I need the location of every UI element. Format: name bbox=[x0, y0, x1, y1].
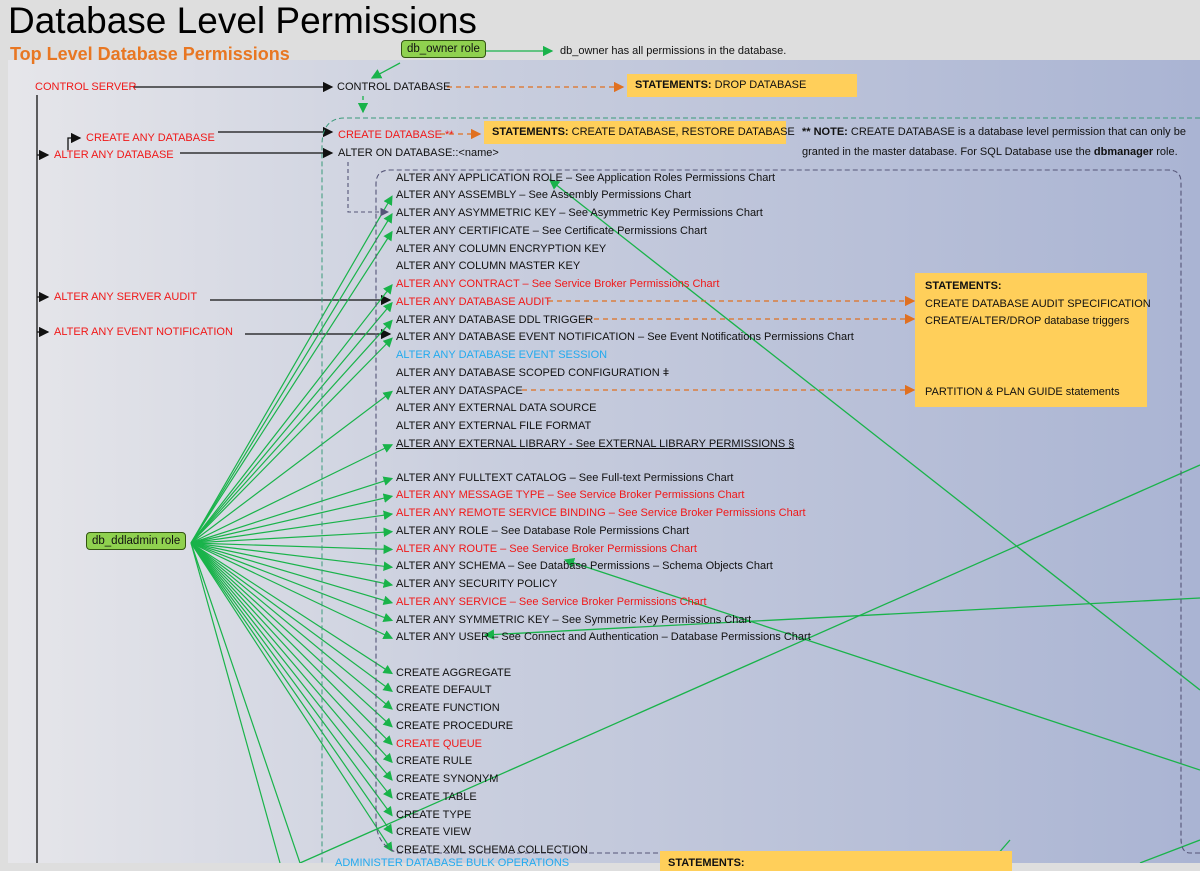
control-database-scope bbox=[321, 117, 1200, 863]
ddladmin-arrow bbox=[190, 493, 394, 544]
alter-any-database: ALTER ANY DATABASE bbox=[54, 149, 174, 161]
permission-item: ALTER ANY SYMMETRIC KEY – See Symmetric … bbox=[396, 613, 752, 626]
permission-item: CREATE QUEUE bbox=[396, 737, 482, 750]
permission-item: ALTER ANY CONTRACT – See Service Broker … bbox=[396, 278, 720, 290]
section-title: Top Level Database Permissions bbox=[10, 44, 290, 64]
permission-item: CREATE TABLE bbox=[396, 790, 477, 803]
note-line-1: ** NOTE: CREATE DATABASE is a database l… bbox=[802, 126, 1186, 138]
permission-item: ALTER ANY EXTERNAL LIBRARY - See EXTERNA… bbox=[396, 437, 795, 450]
ddladmin-arrow bbox=[190, 542, 393, 835]
create-any-database: CREATE ANY DATABASE bbox=[86, 132, 215, 144]
ddladmin-arrow bbox=[190, 542, 394, 622]
ddladmin-arrow bbox=[190, 319, 393, 544]
ddladmin-arrow bbox=[190, 542, 393, 853]
ddladmin-arrow bbox=[190, 212, 393, 544]
ddladmin-arrow bbox=[190, 301, 393, 544]
ddladmin-arrow bbox=[190, 542, 394, 572]
db-owner-note: db_owner has all permissions in the data… bbox=[560, 45, 787, 57]
alter-any-event-notification: ALTER ANY EVENT NOTIFICATION bbox=[54, 326, 233, 338]
statements-create-box: STATEMENTS: CREATE DATABASE, RESTORE DAT… bbox=[484, 121, 795, 144]
ddladmin-arrow bbox=[190, 542, 281, 863]
ddladmin-arrow bbox=[190, 542, 393, 799]
permission-item: CREATE FUNCTION bbox=[396, 702, 500, 714]
alter-on-database: ALTER ON DATABASE::<name> bbox=[338, 147, 499, 159]
page-title: Database Level Permissions bbox=[8, 0, 477, 41]
permission-item: ALTER ANY COLUMN MASTER KEY bbox=[396, 260, 581, 273]
permission-item: ALTER ANY ASYMMETRIC KEY – See Asymmetri… bbox=[396, 207, 763, 219]
ddladmin-arrow bbox=[190, 542, 394, 588]
permission-item: ALTER ANY FULLTEXT CATALOG – See Full-te… bbox=[396, 471, 734, 484]
permission-item: ALTER ANY DATASPACE bbox=[396, 384, 523, 397]
note-line-2: granted in the master database. For SQL … bbox=[802, 146, 1178, 158]
permission-item: ALTER ANY DATABASE AUDIT bbox=[396, 295, 552, 308]
permission-item: ALTER ANY REMOTE SERVICE BINDING – See S… bbox=[396, 507, 806, 519]
permission-item: CREATE XML SCHEMA COLLECTION bbox=[396, 844, 588, 856]
permission-item: ALTER ANY ROLE – See Database Role Permi… bbox=[396, 524, 690, 537]
ddladmin-arrow bbox=[190, 542, 394, 639]
permission-item: ALTER ANY ASSEMBLY – See Assembly Permis… bbox=[396, 189, 692, 202]
permission-item: ALTER ANY APPLICATION ROLE – See Applica… bbox=[396, 171, 776, 184]
permission-item: ALTER ANY DATABASE EVENT NOTIFICATION – … bbox=[396, 331, 854, 344]
statements-bottom-box: STATEMENTS: bbox=[660, 851, 1012, 871]
permission-item: ALTER ANY COLUMN ENCRYPTION KEY bbox=[396, 242, 607, 255]
ddladmin-arrow bbox=[190, 337, 393, 544]
db-ddladmin-role[interactable]: db_ddladmin role bbox=[86, 532, 187, 550]
permission-item: ALTER ANY SECURITY POLICY bbox=[396, 578, 558, 590]
ddladmin-arrow bbox=[190, 542, 393, 692]
ddladmin-arrow bbox=[190, 527, 394, 544]
ddladmin-arrow bbox=[190, 542, 394, 555]
permission-item: ALTER ANY EXTERNAL DATA SOURCE bbox=[396, 402, 597, 415]
permission-item: ALTER ANY USER – See Connect and Authent… bbox=[396, 631, 811, 644]
permission-item: ALTER ANY DATABASE DDL TRIGGER bbox=[396, 313, 594, 326]
ddladmin-arrow bbox=[190, 444, 394, 544]
ddladmin-arrow bbox=[190, 510, 394, 544]
permission-item: ALTER ANY DATABASE SCOPED CONFIGURATION … bbox=[396, 366, 670, 379]
ddladmin-arrow bbox=[190, 542, 393, 764]
ddladmin-arrow bbox=[190, 542, 393, 710]
ddladmin-arrow bbox=[190, 284, 393, 544]
permission-item: ALTER ANY DATABASE EVENT SESSION bbox=[396, 349, 608, 361]
ddladmin-arrow bbox=[190, 542, 393, 781]
permission-item: CREATE AGGREGATE bbox=[396, 666, 512, 679]
statements-drop-box: STATEMENTS: DROP DATABASE bbox=[627, 74, 857, 97]
permission-item: CREATE VIEW bbox=[396, 826, 471, 839]
permission-item: ALTER ANY CERTIFICATE – See Certificate … bbox=[396, 224, 707, 237]
administer-database-bulk-operations: ADMINISTER DATABASE BULK OPERATIONS bbox=[335, 857, 570, 869]
db-owner-role[interactable]: db_owner role bbox=[401, 40, 486, 58]
ddladmin-arrow bbox=[190, 390, 393, 544]
ddladmin-arrow bbox=[190, 542, 393, 746]
permission-item: CREATE DEFAULT bbox=[396, 684, 492, 697]
alter-any-server-audit: ALTER ANY SERVER AUDIT bbox=[54, 291, 198, 303]
ddladmin-arrow bbox=[190, 230, 393, 544]
ddladmin-arrow bbox=[190, 542, 394, 675]
ddladmin-arrow bbox=[190, 476, 394, 544]
statements-audit-box: STATEMENTS: CREATE DATABASE AUDIT SPECIF… bbox=[915, 273, 1151, 407]
permission-item: CREATE PROCEDURE bbox=[396, 719, 514, 732]
create-database: CREATE DATABASE ** bbox=[338, 129, 454, 141]
ddladmin-arrow bbox=[190, 195, 393, 544]
ddladmin-arrow bbox=[190, 542, 301, 863]
permission-item: CREATE TYPE bbox=[396, 808, 472, 821]
ddladmin-arrow bbox=[190, 542, 394, 605]
permission-item: ALTER ANY EXTERNAL FILE FORMAT bbox=[396, 420, 592, 432]
control-server: CONTROL SERVER bbox=[35, 81, 137, 93]
control-database: CONTROL DATABASE bbox=[337, 81, 451, 93]
ddladmin-arrow bbox=[190, 542, 393, 817]
permission-item: CREATE RULE bbox=[396, 755, 473, 768]
permission-item: ALTER ANY SCHEMA – See Database Permissi… bbox=[396, 560, 773, 573]
permission-item: ALTER ANY ROUTE – See Service Broker Per… bbox=[396, 542, 697, 555]
permission-item: ALTER ANY MESSAGE TYPE – See Service Bro… bbox=[396, 489, 745, 502]
permission-item: ALTER ANY SERVICE – See Service Broker P… bbox=[396, 595, 707, 608]
ddladmin-arrow bbox=[190, 542, 393, 728]
alter-database-scope bbox=[375, 169, 1200, 854]
permission-item: CREATE SYNONYM bbox=[396, 773, 499, 785]
